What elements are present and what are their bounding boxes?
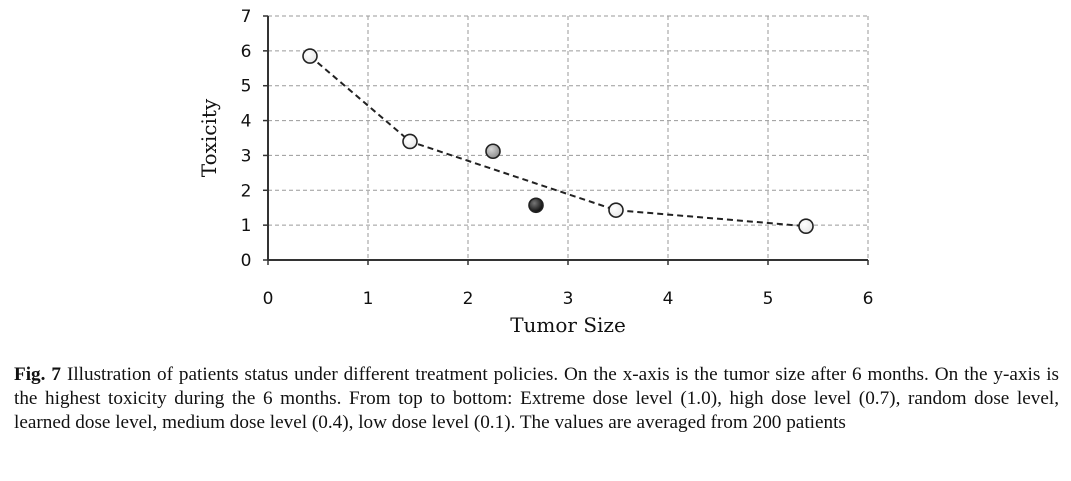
data-point <box>302 48 318 64</box>
scatter-chart: 0 1 2 3 4 5 6 0 1 2 3 4 5 6 7 Tumor Size Toxicity <box>197 7 874 337</box>
series-line <box>309 55 807 228</box>
figure-caption: Fig. 7 Illustration of patients status un… <box>14 363 1059 435</box>
figure-label: Fig. 7 <box>14 364 61 385</box>
chart-area: 0 1 2 3 4 5 6 0 1 2 3 4 5 6 7 Tumor Size Toxicity <box>197 7 874 337</box>
y-tick-label: 6 <box>241 42 252 62</box>
tick-labels: 0 1 2 3 4 5 6 0 1 2 3 4 5 6 7 <box>241 7 874 309</box>
data-point <box>798 218 814 234</box>
x-axis-title: Tumor Size <box>510 313 626 337</box>
y-axis-title: Toxicity <box>197 98 221 177</box>
y-tick-label: 2 <box>241 181 252 201</box>
x-tick-label: 5 <box>763 289 774 309</box>
x-tick-label: 0 <box>263 289 274 309</box>
y-tick-label: 4 <box>241 112 252 132</box>
y-tick-label: 1 <box>241 216 252 236</box>
data-point <box>402 133 418 150</box>
x-tick-label: 1 <box>363 289 374 309</box>
x-tick-label: 6 <box>863 289 874 309</box>
x-tick-label: 2 <box>463 289 474 309</box>
grid-lines <box>268 15 869 260</box>
y-tick-label: 0 <box>241 251 252 271</box>
data-point <box>528 197 544 214</box>
data-point <box>485 143 501 160</box>
y-tick-label: 3 <box>241 146 252 166</box>
y-tick-label: 7 <box>241 7 252 27</box>
x-tick-label: 3 <box>563 289 574 309</box>
y-tick-label: 5 <box>241 77 252 97</box>
data-series <box>302 48 814 234</box>
axes <box>263 15 869 265</box>
caption-text: Illustration of patients status under di… <box>14 364 1059 433</box>
data-point <box>608 202 624 218</box>
x-tick-label: 4 <box>663 289 674 309</box>
